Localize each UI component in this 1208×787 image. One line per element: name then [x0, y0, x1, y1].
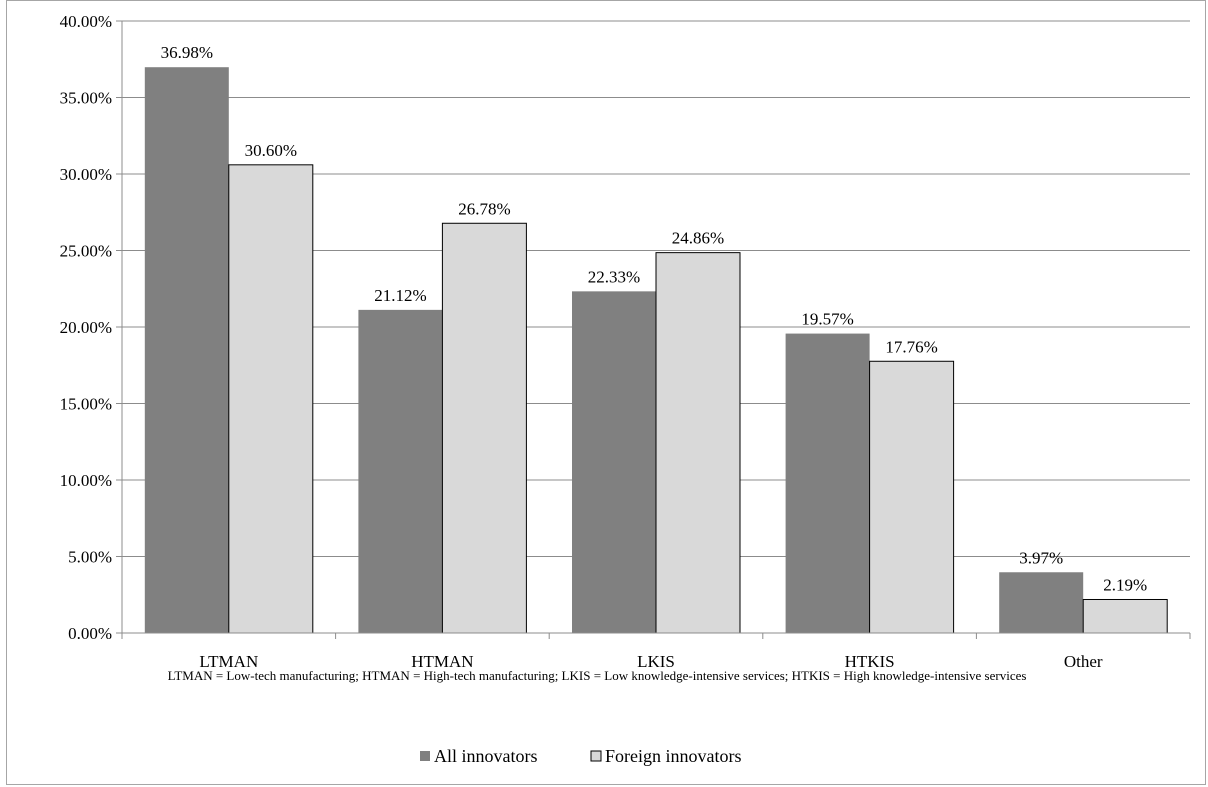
bar-all-innovators — [358, 309, 443, 633]
y-tick-label: 35.00% — [60, 89, 112, 108]
y-tick-label: 20.00% — [60, 318, 112, 337]
category-label: Other — [1064, 652, 1103, 671]
legend-swatch — [590, 750, 602, 762]
data-labels: 36.98% 30.60% 21.12% 26.78% 22.33% 24.86% 19.5… — [161, 43, 1148, 594]
category-label: LTMAN — [199, 652, 258, 671]
y-tick-label: 15.00% — [60, 395, 112, 414]
data-label: 36.98% — [161, 43, 213, 62]
y-axis-tick-labels: 0.00% 5.00% 10.00% 15.00% 20.00% 25.00% 30.00%… — [60, 12, 122, 643]
bar-foreign-innovators — [441, 222, 527, 634]
y-tick-label: 40.00% — [60, 12, 112, 31]
bar-all-innovators — [144, 67, 229, 634]
data-label: 19.57% — [801, 310, 853, 329]
bar-all-innovators — [999, 572, 1084, 633]
category-label: HTKIS — [845, 652, 895, 671]
bar-foreign-innovators — [869, 360, 955, 634]
bar-foreign-innovators — [1082, 598, 1168, 634]
bar-foreign-innovators — [228, 164, 314, 634]
data-label: 21.12% — [374, 286, 426, 305]
data-label: 3.97% — [1019, 548, 1063, 567]
legend-label: Foreign innovators — [605, 746, 742, 766]
data-label: 2.19% — [1103, 575, 1147, 594]
bar-all-innovators — [572, 291, 656, 633]
legend: All innovators Foreign innovators — [420, 746, 742, 766]
bar-foreign-innovators — [655, 252, 741, 634]
data-label: 22.33% — [588, 267, 640, 286]
y-tick-label: 10.00% — [60, 471, 112, 490]
category-labels: LTMAN HTMAN LKIS HTKIS Other — [199, 652, 1103, 671]
category-label: LKIS — [637, 652, 675, 671]
abbreviation-note: LTMAN = Low-tech manufacturing; HTMAN = … — [168, 668, 1027, 683]
y-tick-label: 25.00% — [60, 242, 112, 261]
legend-swatch — [420, 751, 430, 761]
y-tick-label: 30.00% — [60, 165, 112, 184]
data-label: 30.60% — [245, 141, 297, 160]
data-label: 17.76% — [885, 337, 937, 356]
category-label: HTMAN — [411, 652, 473, 671]
x-axis — [121, 21, 1191, 639]
bar-all-innovators — [785, 333, 870, 633]
y-tick-label: 5.00% — [68, 548, 112, 567]
legend-label: All innovators — [434, 746, 538, 766]
bars — [144, 67, 1168, 634]
y-tick-label: 0.00% — [68, 624, 112, 643]
data-label: 26.78% — [458, 199, 510, 218]
data-label: 24.86% — [672, 229, 724, 248]
